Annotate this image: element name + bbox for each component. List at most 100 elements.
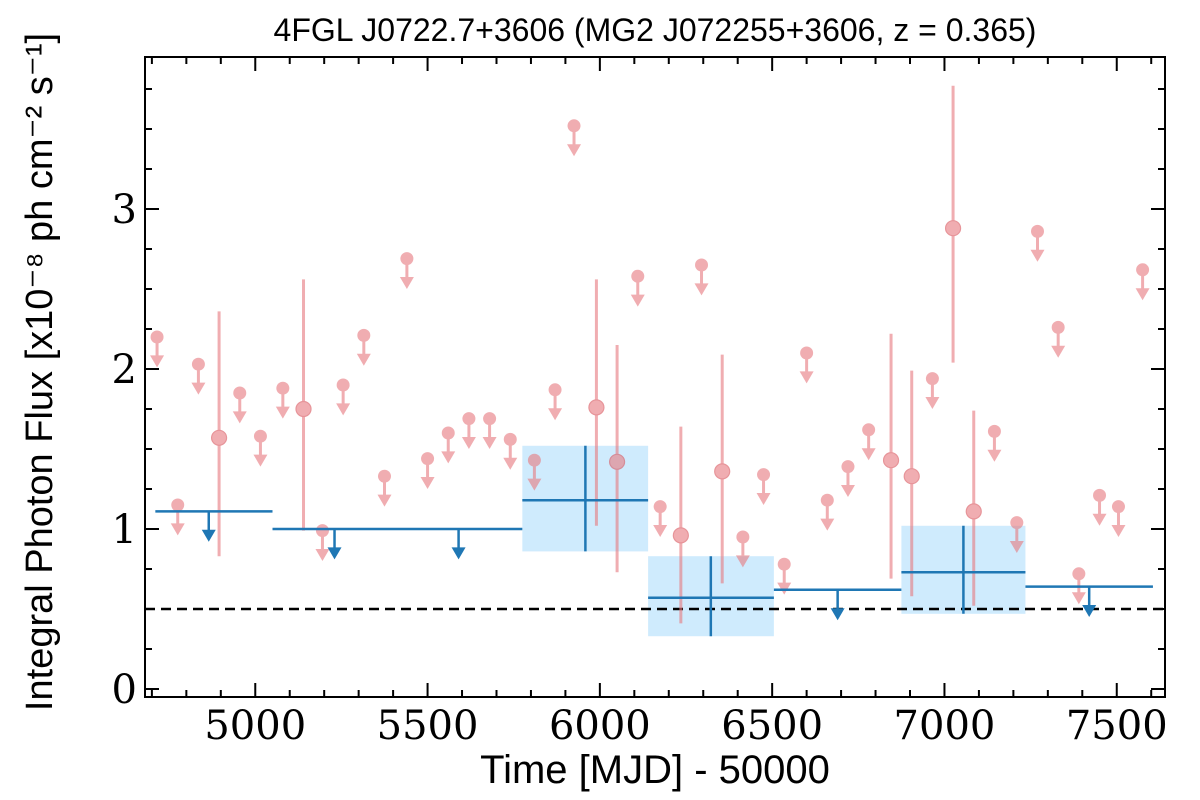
x-tick-label: 7000 xyxy=(894,703,996,749)
upper-limit-point xyxy=(336,378,351,416)
long-bin-upper-limit-arrow xyxy=(327,529,342,560)
upper-limit-marker xyxy=(987,424,1001,438)
upper-limit-marker xyxy=(233,386,247,400)
upper-limit-point xyxy=(191,357,206,395)
long-bin-upper-limit-arrow xyxy=(830,589,845,621)
long-bin-detection xyxy=(648,556,774,637)
y-tick-label: 1 xyxy=(112,507,137,553)
detection-marker xyxy=(882,452,900,469)
upper-limit-point xyxy=(253,429,268,467)
upper-limit-point xyxy=(441,426,456,464)
upper-limit-point xyxy=(275,381,290,419)
y-axis-label: Integral Photon Flux [x10⁻⁸ ph cm⁻² s⁻¹] xyxy=(19,33,61,711)
upper-limit-point xyxy=(1092,488,1107,526)
upper-limit-point xyxy=(694,258,709,296)
upper-limit-point xyxy=(925,372,940,409)
y-tick-label: 2 xyxy=(112,347,137,393)
upper-limit-point-head xyxy=(694,283,709,296)
x-tick-label: 7500 xyxy=(1066,703,1168,749)
upper-limit-marker xyxy=(253,429,267,443)
axes-layer: 5000 5500 6000 6500 7000 7500 0 1 2 3 xyxy=(112,56,1168,749)
upper-limit-point-head xyxy=(987,449,1002,462)
upper-limit-point xyxy=(1030,224,1045,262)
upper-limit-marker xyxy=(527,453,541,467)
y-tick-label: 0 xyxy=(112,667,137,713)
upper-limit-marker xyxy=(1072,567,1086,581)
short-bin-layer xyxy=(150,85,1150,624)
upper-limit-point-head xyxy=(377,494,392,507)
upper-limit-marker xyxy=(1093,488,1107,502)
long-bin-upper-limit-arrow-head xyxy=(201,529,216,542)
detection-point xyxy=(295,279,312,531)
detection-point xyxy=(672,426,689,624)
upper-limit-point-head xyxy=(461,437,476,449)
detection-marker xyxy=(903,468,920,485)
upper-limit-point-head xyxy=(861,448,876,461)
upper-limit-point-head xyxy=(232,411,247,424)
upper-limit-point-head xyxy=(799,371,814,384)
upper-limit-point-head xyxy=(441,451,456,464)
upper-limit-point-head xyxy=(653,525,668,537)
upper-limit-marker xyxy=(1111,500,1125,514)
upper-limit-point xyxy=(399,252,414,289)
upper-limit-point-head xyxy=(315,549,330,561)
upper-limit-point-head xyxy=(925,397,940,409)
upper-limit-point xyxy=(527,453,542,491)
detection-point xyxy=(608,345,626,573)
upper-limit-point-head xyxy=(275,406,290,419)
upper-limit-marker xyxy=(357,328,371,342)
upper-limit-marker xyxy=(462,412,476,426)
upper-limit-marker xyxy=(736,530,750,544)
detection-marker xyxy=(295,400,312,418)
upper-limit-point-head xyxy=(1071,592,1086,605)
upper-limit-marker xyxy=(1136,263,1150,277)
x-tick-label: 6000 xyxy=(549,703,651,749)
upper-limit-point-head xyxy=(1030,249,1045,262)
upper-limit-point-head xyxy=(1135,288,1150,301)
upper-limit-point-head xyxy=(399,277,414,289)
upper-limit-marker xyxy=(1051,320,1065,334)
upper-limit-point-head xyxy=(756,493,771,505)
upper-limit-point-head xyxy=(420,477,435,489)
upper-limit-point xyxy=(356,328,371,366)
y-tick-label: 3 xyxy=(112,187,137,233)
upper-limit-point xyxy=(1071,567,1086,605)
upper-limit-marker xyxy=(400,252,414,266)
long-bin-layer xyxy=(155,445,1153,637)
upper-limit-marker xyxy=(695,258,709,272)
upper-limit-point xyxy=(170,498,185,536)
upper-limit-point-head xyxy=(630,294,645,307)
upper-limit-point-head xyxy=(191,382,206,395)
upper-limit-point xyxy=(1009,516,1024,553)
detection-marker xyxy=(588,399,605,416)
upper-limit-point xyxy=(567,119,582,157)
upper-limit-marker xyxy=(483,412,497,426)
upper-limit-marker xyxy=(567,119,581,133)
detection-point xyxy=(903,370,920,597)
detection-point xyxy=(210,311,228,557)
upper-limit-point-head xyxy=(356,353,371,366)
chart-title: 4FGL J0722.7+3606 (MG2 J072255+3606, z =… xyxy=(274,12,1037,48)
upper-limit-marker xyxy=(150,330,164,344)
detection-marker xyxy=(944,220,962,237)
upper-limit-marker xyxy=(841,460,855,474)
upper-limit-point xyxy=(1135,263,1150,301)
x-axis-label: Time [MJD] - 50000 xyxy=(480,748,830,792)
upper-limit-point xyxy=(150,330,165,368)
upper-limit-marker xyxy=(377,469,391,483)
detection-point xyxy=(882,333,900,579)
upper-limit-marker xyxy=(631,269,645,283)
upper-limit-point xyxy=(861,423,876,461)
upper-limit-marker xyxy=(800,346,814,360)
long-bin-upper-limit-arrow xyxy=(1082,586,1097,617)
upper-limit-point-head xyxy=(1009,541,1024,553)
upper-limit-point xyxy=(987,424,1002,462)
upper-limit-point xyxy=(630,269,645,307)
plot-frame xyxy=(144,56,1166,698)
long-bin-upper-limit-arrow xyxy=(451,529,466,560)
upper-limit-point xyxy=(461,412,476,449)
upper-limit-point xyxy=(377,469,392,507)
upper-limit-point xyxy=(1051,320,1066,358)
upper-limit-point-head xyxy=(170,523,185,536)
